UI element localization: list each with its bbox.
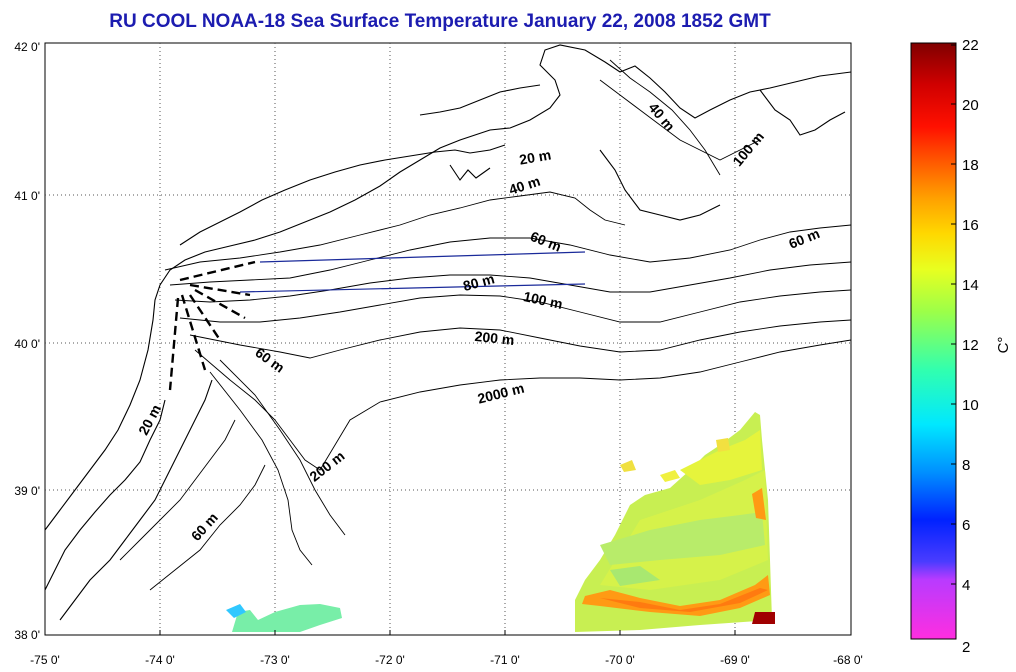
colorbar-tick-label: 12 bbox=[962, 337, 979, 354]
y-tick-label: 39 0' bbox=[14, 484, 40, 498]
colorbar-tick-label: 10 bbox=[962, 397, 979, 414]
y-axis: 42 0' 41 0' 40 0' 39 0' 38 0' bbox=[14, 40, 40, 642]
x-tick-label: -72 0' bbox=[375, 653, 405, 667]
coastline bbox=[44, 44, 852, 621]
gridlines bbox=[45, 43, 851, 635]
x-tick-label: -68 0' bbox=[833, 653, 863, 667]
sst-data-patch bbox=[575, 412, 775, 632]
colorbar-tick-label: 8 bbox=[962, 457, 970, 474]
transect-lines bbox=[239, 251, 586, 293]
colorbar-gradient bbox=[910, 42, 957, 640]
colorbar-unit-label: C° bbox=[995, 337, 1012, 354]
isobath-label: 80 m bbox=[461, 270, 496, 294]
x-axis: -75 0' -74 0' -73 0' -72 0' -71 0' -70 0… bbox=[30, 630, 863, 667]
y-tick-label: 41 0' bbox=[14, 189, 40, 203]
x-tick-label: -69 0' bbox=[720, 653, 750, 667]
colorbar-tick-label: 14 bbox=[962, 277, 979, 294]
map-title: RU COOL NOAA-18 Sea Surface Temperature … bbox=[109, 11, 771, 32]
x-tick-label: -75 0' bbox=[30, 653, 60, 667]
colorbar-tick-label: 22 bbox=[962, 37, 979, 54]
sst-data-patch-west bbox=[226, 604, 342, 632]
colorbar-tick-label: 16 bbox=[962, 217, 979, 234]
x-tick-label: -74 0' bbox=[145, 653, 175, 667]
colorbar-tick-label: 6 bbox=[962, 517, 970, 534]
x-tick-label: -70 0' bbox=[605, 653, 635, 667]
colorbar: 22 20 18 16 14 12 10 8 6 4 2 C° bbox=[910, 37, 1012, 656]
colorbar-tick-label: 2 bbox=[962, 639, 970, 656]
isobath-label: 20 m bbox=[518, 146, 552, 167]
isobath-contours bbox=[119, 59, 852, 591]
colorbar-tick-label: 18 bbox=[962, 157, 979, 174]
y-tick-label: 40 0' bbox=[14, 337, 40, 351]
dashed-tracks bbox=[168, 260, 256, 391]
isobath-label: 200 m bbox=[474, 328, 515, 348]
colorbar-tick-label: 4 bbox=[962, 577, 970, 594]
y-tick-label: 42 0' bbox=[14, 40, 40, 54]
x-tick-label: -73 0' bbox=[260, 653, 290, 667]
x-tick-label: -71 0' bbox=[490, 653, 520, 667]
y-tick-label: 38 0' bbox=[14, 628, 40, 642]
colorbar-tick-label: 20 bbox=[962, 97, 979, 114]
